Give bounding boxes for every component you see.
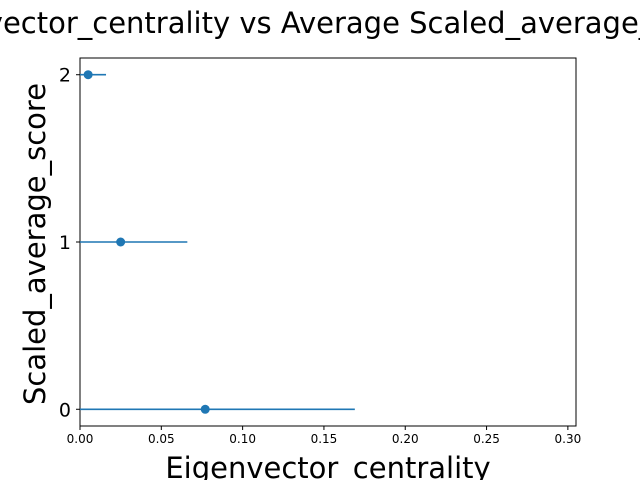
x-axis-ticks: 0.00 0.05 0.10 0.15 0.20 0.25 0.30	[67, 426, 582, 446]
y-axis-ticks: 0 1 2	[59, 65, 80, 421]
data-point	[83, 70, 93, 80]
y-tick-label: 0	[59, 399, 71, 421]
x-tick-label: 0.00	[67, 432, 94, 446]
data-point	[200, 404, 210, 414]
x-axis-label: Eigenvector_centrality	[165, 451, 490, 480]
x-tick-label: 0.05	[148, 432, 175, 446]
x-tick-label: 0.15	[311, 432, 338, 446]
series-layer	[80, 70, 355, 414]
x-tick-label: 0.10	[229, 432, 256, 446]
chart-title: Eigenvector_centrality vs Average Scaled…	[0, 6, 640, 40]
y-tick-label: 1	[59, 232, 71, 254]
y-axis-label: Scaled_average_score	[18, 83, 52, 405]
x-tick-label: 0.30	[555, 432, 582, 446]
y-tick-label: 2	[59, 65, 71, 87]
x-tick-label: 0.25	[473, 432, 500, 446]
x-tick-label: 0.20	[392, 432, 419, 446]
data-point	[116, 237, 126, 247]
